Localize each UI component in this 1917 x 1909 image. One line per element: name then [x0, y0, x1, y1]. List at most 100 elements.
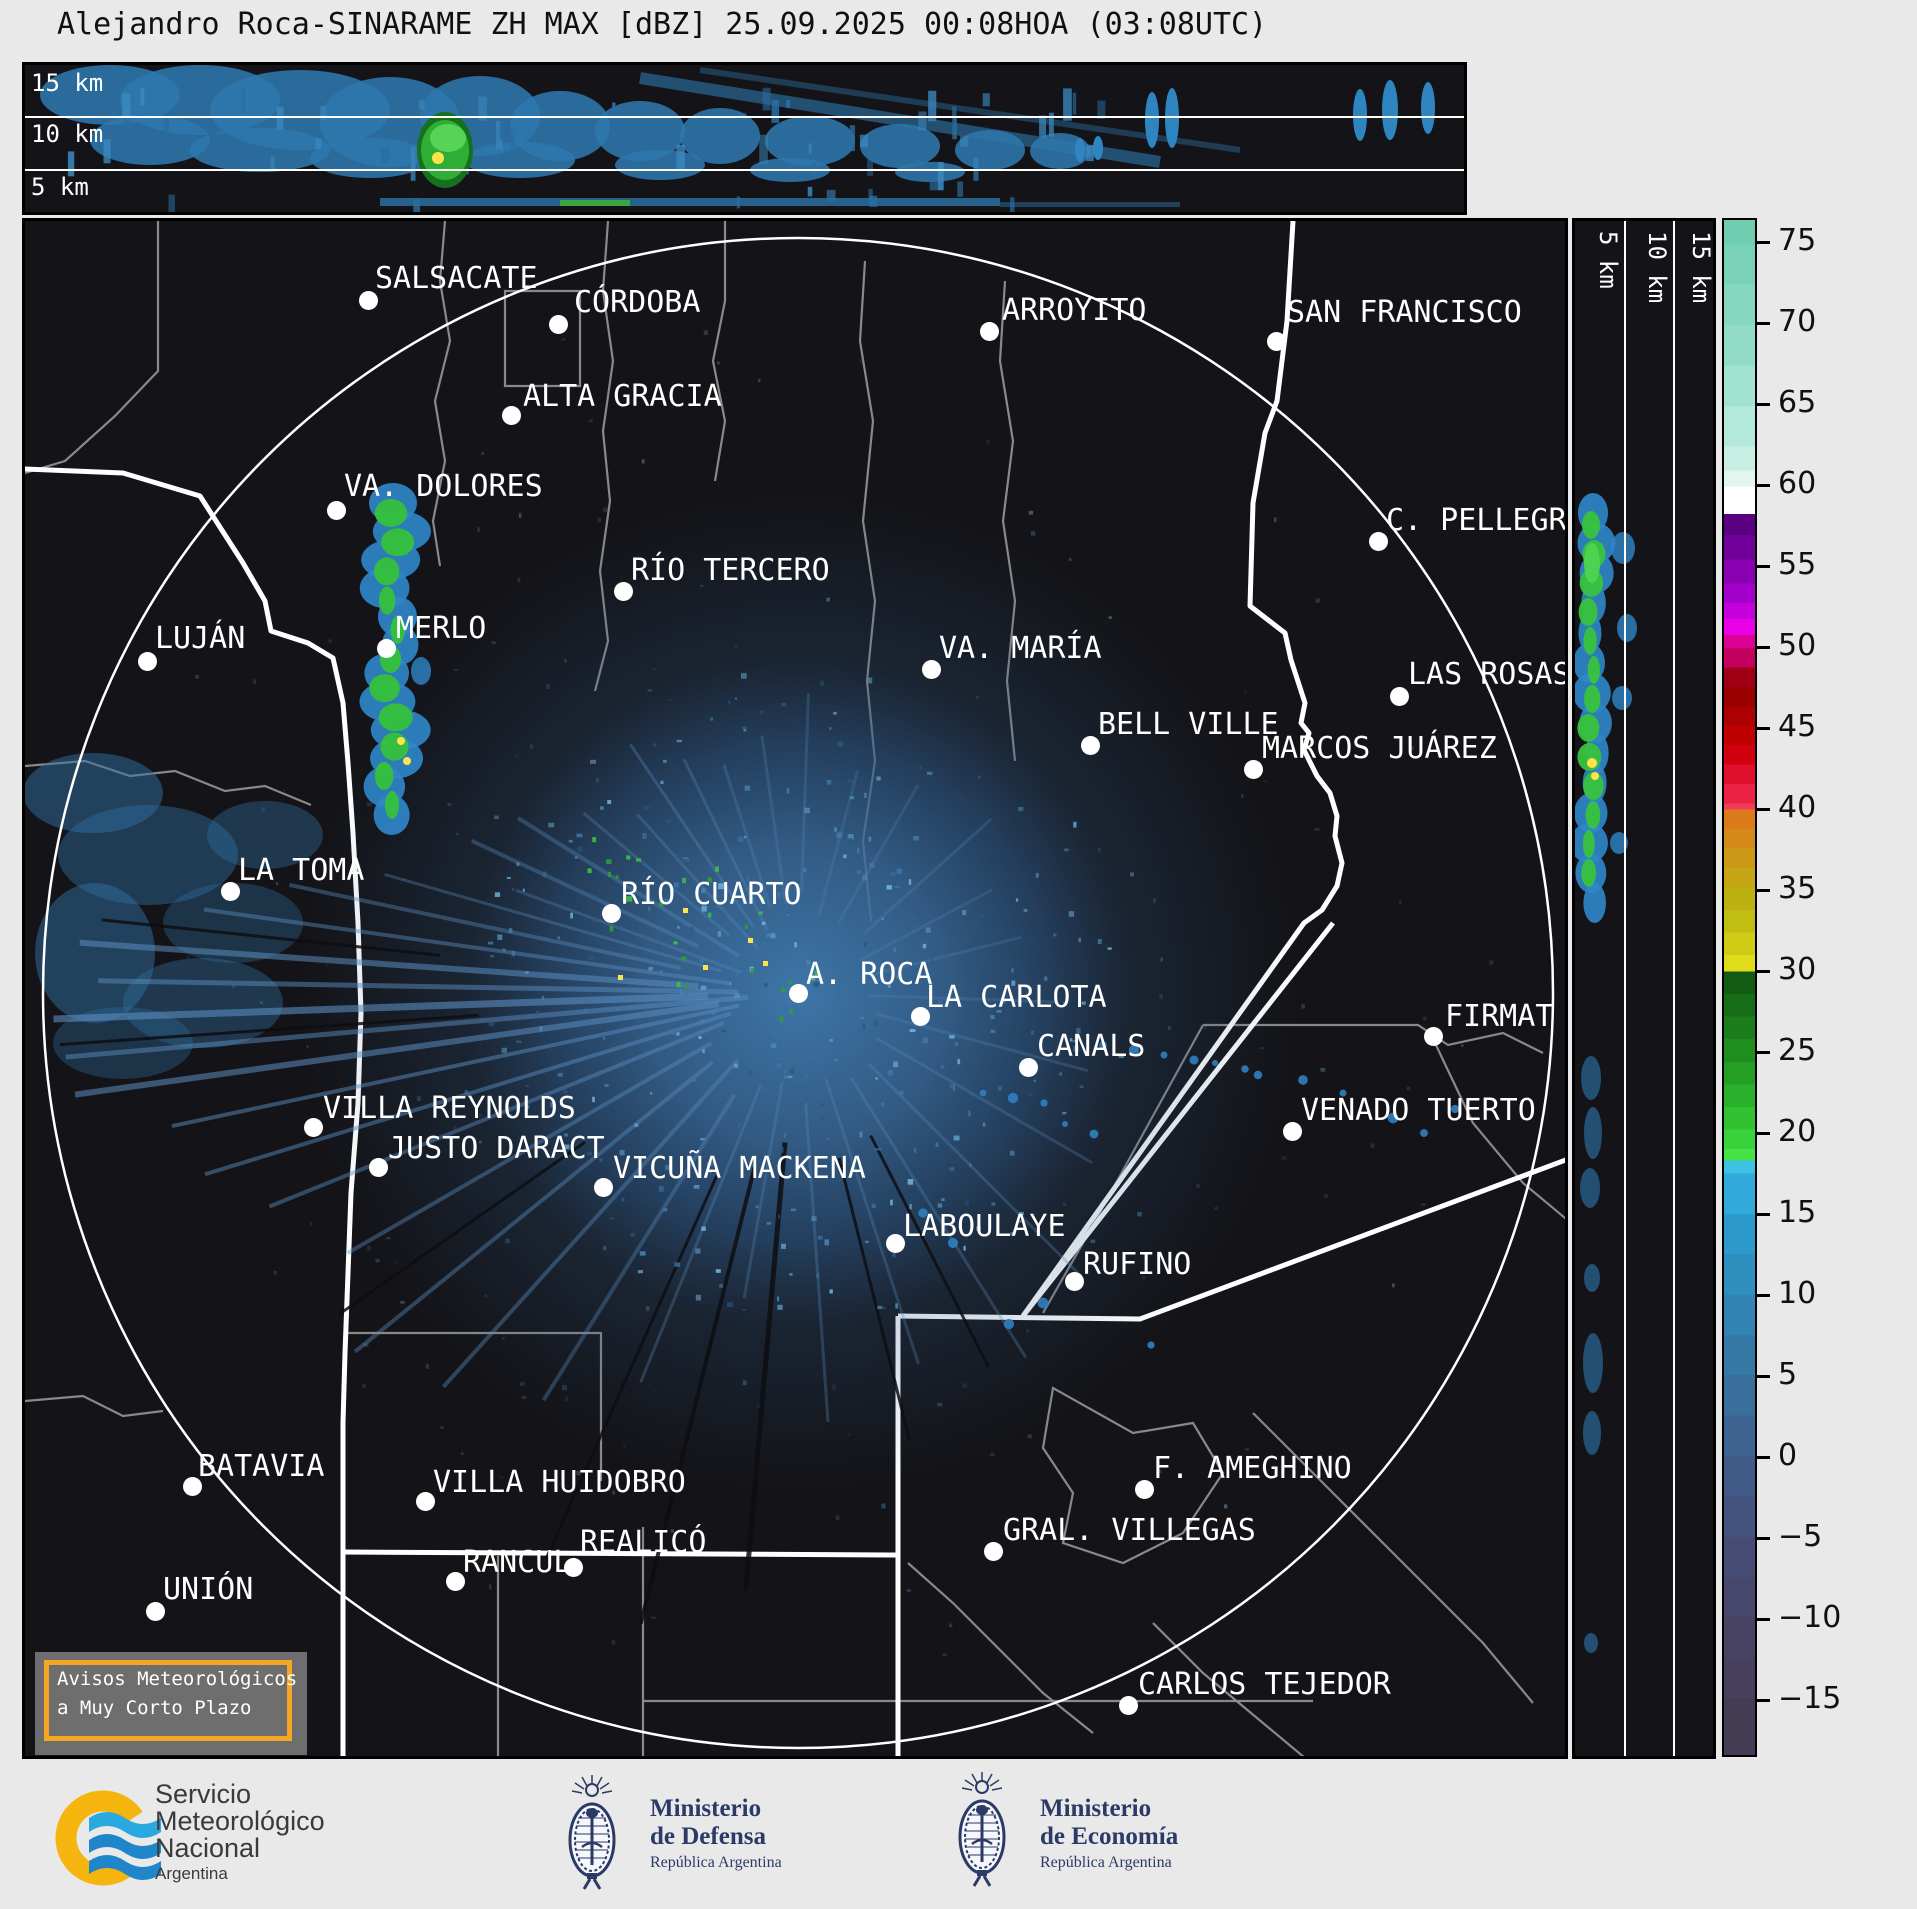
city-dot [614, 582, 633, 601]
colorbar-tick [1757, 645, 1770, 649]
city-label: F. AMEGHINO [1153, 1451, 1352, 1486]
height-label: 15 km [31, 69, 104, 97]
city-label: MERLO [396, 611, 487, 646]
city-label: LA TOMA [238, 853, 365, 888]
city-dot [984, 1542, 1003, 1561]
city-label: VILLA HUIDOBRO [433, 1465, 686, 1500]
height-gridline [25, 169, 1464, 171]
right-cross-section-echoes [1575, 493, 1637, 1653]
colorbar-tick [1757, 888, 1770, 892]
city-label: GRAL. VILLEGAS [1003, 1513, 1256, 1548]
city-label: JUSTO DARACT [388, 1131, 605, 1166]
colorbar-tick-label: −15 [1778, 1681, 1842, 1717]
top-cross-section-panel: 15 km 10 km 5 km [22, 62, 1467, 215]
colorbar-tick-label: 45 [1778, 709, 1817, 745]
colorbar-tick [1757, 1374, 1770, 1378]
city-label: VICUÑA MACKENA [613, 1151, 866, 1186]
city-dot [183, 1477, 202, 1496]
city-dot [359, 291, 378, 310]
colorbar-tick [1757, 483, 1770, 487]
colorbar-tick-label: 35 [1778, 871, 1817, 907]
smn-logo-icon [55, 1790, 161, 1886]
height-label: 10 km [1643, 231, 1671, 304]
city-dot [138, 652, 157, 671]
colorbar-tick-label: 0 [1778, 1438, 1798, 1474]
colorbar-tick [1757, 321, 1770, 325]
city-dot [1283, 1122, 1302, 1141]
city-label: A. ROCA [806, 957, 933, 992]
city-label: VILLA REYNOLDS [323, 1091, 576, 1126]
city-dot [446, 1572, 465, 1591]
city-label: REALICÓ [580, 1525, 707, 1560]
city-dot [911, 1007, 930, 1026]
city-label: RÍO CUARTO [621, 877, 802, 912]
colorbar-tick [1757, 1050, 1770, 1054]
colorbar-tick [1757, 564, 1770, 568]
city-dot [789, 984, 808, 1003]
colorbar-tick [1757, 1212, 1770, 1216]
city-dot [1369, 532, 1388, 551]
city-dot [564, 1558, 583, 1577]
city-label: UNIÓN [163, 1572, 254, 1607]
city-label: LAS ROSAS [1408, 657, 1568, 692]
colorbar-tick [1757, 1455, 1770, 1459]
city-dot [369, 1158, 388, 1177]
city-dot [1065, 1272, 1084, 1291]
city-dot [377, 639, 396, 658]
city-dot [1390, 687, 1409, 706]
city-label: FIRMAT [1445, 999, 1554, 1034]
city-dot [594, 1178, 613, 1197]
city-dot [1081, 736, 1100, 755]
defensa-wordmark: Ministerio de Defensa República Argentin… [650, 1795, 782, 1872]
city-dot [221, 882, 240, 901]
page-title: Alejandro Roca-SINARAME ZH MAX [dBZ] 25.… [57, 7, 1268, 42]
colorbar-tick [1757, 402, 1770, 406]
economia-line-2: de Economía [1040, 1823, 1179, 1850]
colorbar-tick [1757, 969, 1770, 973]
height-gridline [1624, 221, 1626, 1756]
colorbar-tick-label: 55 [1778, 547, 1817, 583]
colorbar-tick-label: −10 [1778, 1600, 1842, 1636]
city-label: SALSACATE [375, 261, 538, 296]
colorbar-tick [1757, 1536, 1770, 1540]
colorbar-tick [1757, 1293, 1770, 1297]
defensa-line-1: Ministerio [650, 1795, 762, 1822]
warning-banner-border [44, 1660, 292, 1741]
city-label: RÍO TERCERO [631, 553, 830, 588]
colorbar-tick-label: 30 [1778, 952, 1817, 988]
colorbar-tick-label: 75 [1778, 223, 1817, 259]
city-label: CARLOS TEJEDOR [1138, 1667, 1391, 1702]
colorbar-tick-label: 25 [1778, 1033, 1817, 1069]
smn-line-4: Argentina [155, 1864, 228, 1883]
city-dot [1119, 1696, 1138, 1715]
city-label: RANCUL [463, 1545, 572, 1580]
city-label: CANALS [1037, 1029, 1146, 1064]
city-dot [502, 406, 521, 425]
colorbar-tick-label: −5 [1778, 1519, 1823, 1555]
height-gridline [25, 116, 1464, 118]
city-dot [886, 1234, 905, 1253]
city-label: VA. DOLORES [344, 469, 543, 504]
smn-line-1: Servicio [155, 1779, 252, 1809]
city-dot [1135, 1480, 1154, 1499]
colorbar-tick-label: 20 [1778, 1114, 1817, 1150]
colorbar-tick-label: 10 [1778, 1276, 1817, 1312]
colorbar-tick [1757, 1617, 1770, 1621]
right-cross-section-panel: 5 km 10 km 15 km [1572, 218, 1716, 1759]
city-dot [1244, 760, 1263, 779]
colorbar-tick-label: 60 [1778, 466, 1817, 502]
city-dot [1424, 1027, 1443, 1046]
city-label: LUJÁN [155, 621, 246, 656]
city-dot [1267, 332, 1286, 351]
city-dot [304, 1118, 323, 1137]
warning-banner[interactable]: Avisos Meteorológicos a Muy Corto Plazo [35, 1652, 307, 1755]
colorbar-tick [1757, 240, 1770, 244]
colorbar-tick-label: 15 [1778, 1195, 1817, 1231]
city-label: SAN FRANCISCO [1287, 295, 1522, 330]
height-label: 15 km [1687, 231, 1715, 304]
city-dot [922, 660, 941, 679]
colorbar-tick [1757, 726, 1770, 730]
top-cross-section-echoes [40, 65, 1435, 212]
smn-wordmark: Servicio Meteorológico Nacional Argentin… [155, 1781, 325, 1884]
